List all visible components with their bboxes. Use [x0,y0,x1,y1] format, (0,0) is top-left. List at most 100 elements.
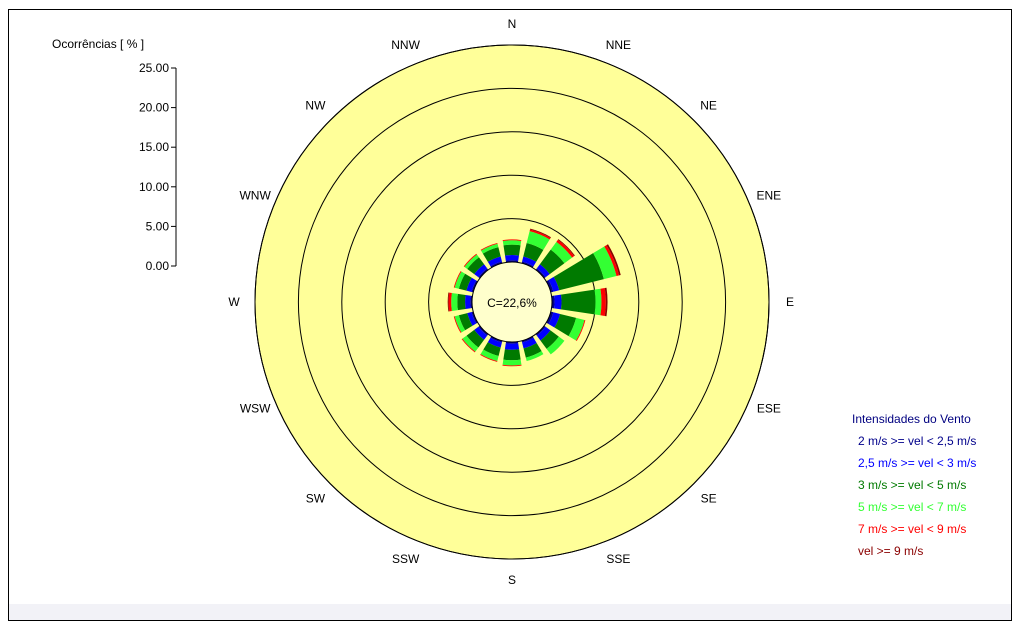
direction-label-wnw: WNW [239,189,271,203]
rose-segment [546,311,554,324]
scale-tick-label: 15.00 [139,140,169,154]
legend-item: 5 m/s >= vel < 7 m/s [858,500,967,514]
rose-segment [447,292,450,312]
direction-label-sse: SSE [606,552,630,566]
direction-label-e: E [786,295,794,309]
rose-segment [548,276,560,292]
rose-segment [526,231,550,250]
direction-label-w: W [228,295,240,309]
rose-segment [480,354,498,362]
rose-segment [525,351,544,362]
scale-tick-label: 5.00 [146,219,170,233]
rose-segment [478,268,489,279]
rose-segment [463,253,477,267]
rose-segment [487,256,502,267]
rose-segment [536,264,550,278]
rose-segment [467,257,485,275]
rose-segment [548,312,561,328]
direction-label-sw: SW [306,492,326,506]
calm-label: C=22,6% [487,296,537,310]
rose-segment [466,329,485,348]
rose-segment [478,325,489,336]
rose-segment [502,364,522,367]
legend-item: vel >= 9 m/s [858,544,924,558]
rose-segment [522,256,537,267]
rose-segment [554,294,562,310]
rose-segment [606,244,621,276]
legend-item: 7 m/s >= vel < 9 m/s [858,522,967,536]
legend-item: 2,5 m/s >= vel < 3 m/s [858,456,977,470]
rose-segment [503,349,521,361]
rose-segment [604,287,608,317]
grid-ring [254,44,770,560]
rose-segment [482,247,501,262]
legend-item: 3 m/s >= vel < 5 m/s [858,478,967,492]
scale-tick-label: 25.00 [139,61,169,75]
rose-segment [550,241,573,264]
rose-segment [553,253,604,291]
legend-item: 2 m/s >= vel < 2,5 m/s [858,434,977,448]
rose-segment [454,315,466,333]
direction-label-nw: NW [305,98,326,112]
rose-segment [480,349,499,362]
grid-ring [341,131,683,473]
rose-segment [523,342,542,358]
legend: Intensidades do Vento 2 m/s >= vel < 2,5… [852,408,976,562]
rose-segment [461,338,476,353]
rose-segment [483,342,501,356]
grid-ring [297,87,727,517]
rose-segment [453,271,462,288]
direction-label-ne: NE [700,98,717,112]
direction-label-ese: ESE [757,401,781,415]
direction-label-ssw: SSW [392,552,420,566]
direction-label-wsw: WSW [240,401,271,415]
rose-segment [474,326,488,340]
rose-segment [594,288,602,316]
rose-segment [593,246,617,280]
rose-segment [554,313,577,337]
rose-segment [536,326,551,341]
scale-tick-label: 20.00 [139,101,169,115]
rose-segment [529,229,551,240]
rose-segment [502,359,522,366]
rose-segment [604,245,620,277]
rose-segment [458,313,473,331]
rose-segment [487,337,502,348]
scale-tick-label: 10.00 [139,180,169,194]
direction-label-se: SE [701,492,717,506]
rose-segment [464,254,479,269]
rose-segment [502,239,522,241]
direction-label-nne: NNE [606,38,631,52]
grid-ring [384,174,640,430]
rose-segment [535,268,546,279]
rose-segment [453,316,462,333]
rose-segment [505,255,519,261]
rose-segment [458,273,472,291]
rose-segment [451,292,458,312]
rose-segment [462,335,479,352]
rose-segment [557,239,575,257]
direction-label-nnw: NNW [391,38,420,52]
rose-segment [448,292,452,312]
rose-segment [503,244,521,256]
direction-label-s: S [508,573,516,587]
rose-segment [457,293,466,311]
rose-segment [480,242,498,251]
rose-segment [466,277,477,292]
direction-label-n: N [508,17,517,31]
rose-segment [546,280,554,293]
footer-bar [9,604,1011,620]
rose-segment [474,264,488,278]
rose-segment [546,336,565,355]
rose-segment [568,317,585,341]
scale-tick-label: 0.00 [146,259,170,273]
rose-segment [539,249,565,275]
rose-segment [600,288,606,316]
direction-label-ene: ENE [756,189,781,203]
rose-segment [540,330,559,349]
rose-sectors [447,228,621,367]
calm-circle [471,261,553,343]
scale-axis-title: Ocorrências [ % ] [52,37,145,51]
rose-segment [560,289,596,315]
